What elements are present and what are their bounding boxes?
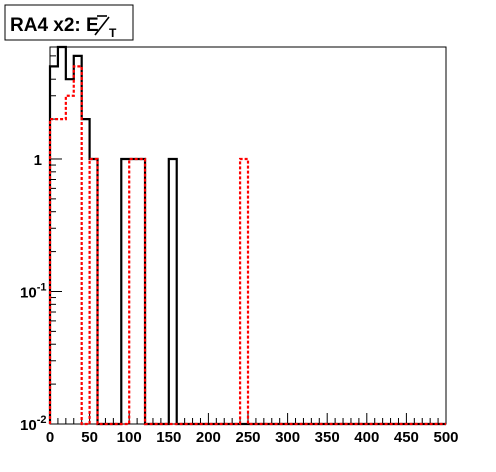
x-tick-label: 400 [354, 429, 379, 446]
x-tick-label: 300 [275, 429, 300, 446]
x-tick-label: 500 [433, 429, 458, 446]
chart-title-box: RA4 x2: E T [4, 4, 134, 41]
x-axis: 0 50 100 150 200 250 300 350 400 450 500 [46, 413, 459, 446]
chart-title-subscript: T [109, 26, 117, 40]
x-tick-label: 150 [156, 429, 181, 446]
title-frame [4, 4, 134, 41]
x-tick-label: 100 [117, 429, 142, 446]
x-tick-label: 250 [235, 429, 260, 446]
y-tick-label: 10-1 [20, 281, 46, 301]
series-layer [48, 45, 446, 426]
title-slash [94, 16, 110, 36]
y-tick-label: 10-2 [20, 414, 46, 434]
x-tick-label: 200 [196, 429, 221, 446]
histogram-series-2 [48, 65, 446, 426]
x-tick-label: 450 [394, 429, 419, 446]
y-tick-label: 1 [34, 152, 42, 169]
x-tick-label: 350 [315, 429, 340, 446]
chart-title: RA4 x2: E [10, 15, 99, 36]
y-axis: 1 10-1 10-2 [20, 46, 62, 434]
x-tick-label: 0 [46, 429, 54, 446]
x-tick-label: 50 [81, 429, 98, 446]
